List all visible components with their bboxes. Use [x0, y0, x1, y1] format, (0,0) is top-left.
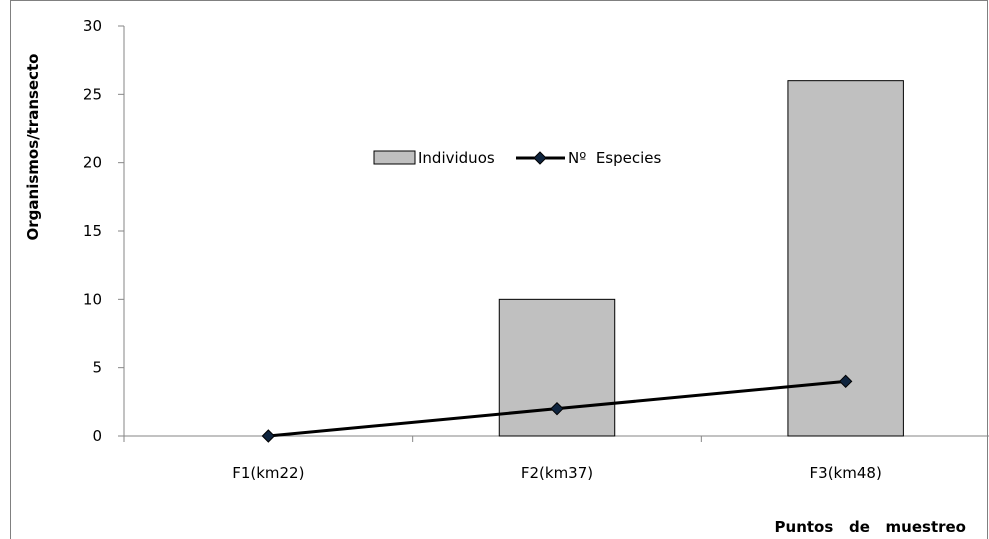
x-tick-label: F2(km37): [521, 464, 593, 482]
line-point: [838, 374, 853, 389]
legend: Individuos Nº Especies: [373, 149, 662, 167]
legend-bar-swatch: [373, 150, 416, 165]
tick-labels: 0 5 10 15 20 25 30 F1(km22) F2(km37) F3(km48): [83, 17, 882, 482]
y-tick-label: 0: [92, 427, 102, 445]
y-tick-label: 20: [83, 154, 102, 172]
legend-label-especies: Nº Especies: [568, 149, 662, 167]
line-series: [261, 374, 853, 443]
x-tick-label: F3(km48): [810, 464, 882, 482]
chart-frame: [10, 0, 988, 539]
line-point: [261, 429, 276, 443]
y-tick-label: 10: [83, 290, 102, 308]
legend-line-marker: [533, 151, 547, 165]
bar: [498, 298, 616, 437]
y-tick-label: 25: [83, 85, 102, 103]
y-tick-label: 5: [92, 359, 102, 377]
legend-label-individuos: Individuos: [418, 149, 495, 167]
y-tick-label: 15: [83, 222, 102, 240]
line-point: [550, 401, 564, 416]
y-tick-label: 30: [83, 17, 102, 35]
x-axis-title: Puntos de muestreo: [775, 518, 966, 536]
y-axis-title: Organismos/transecto: [24, 54, 42, 241]
x-tick-label: F1(km22): [232, 464, 304, 482]
